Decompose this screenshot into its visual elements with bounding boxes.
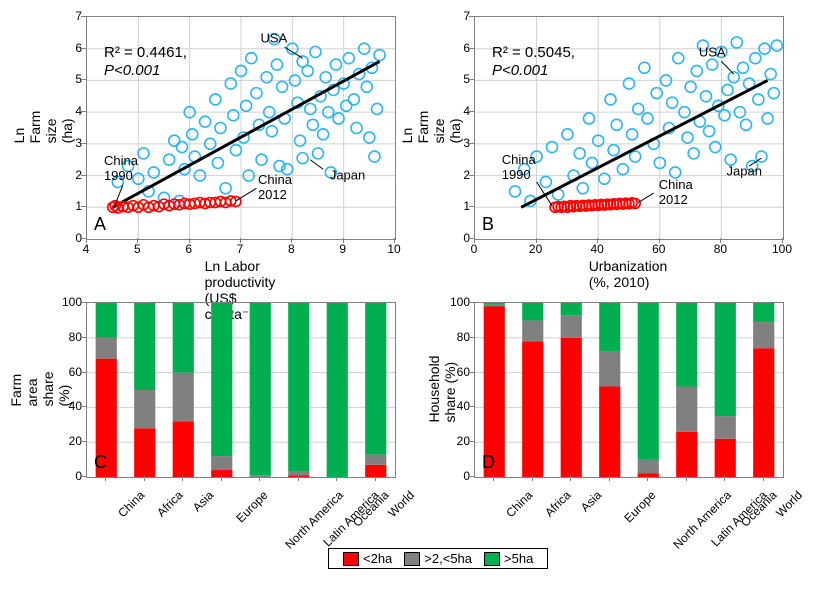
ytick-label: 1 — [64, 199, 82, 213]
label-china-1990: China1990 — [104, 153, 138, 183]
legend: <2ha >2,<5ha >5ha — [328, 548, 548, 569]
category-label: Europe — [233, 488, 270, 525]
category-label: World — [385, 488, 417, 520]
ytick-label: 40 — [54, 399, 82, 413]
xtick-label: 7 — [225, 242, 255, 256]
ytick-label: 6 — [452, 41, 470, 55]
xtick-label: 9 — [328, 242, 358, 256]
xtick-label: 80 — [705, 242, 735, 256]
label-china-2012: China2012 — [659, 177, 693, 207]
panel-d-svg — [475, 303, 783, 477]
ytick-label: 7 — [64, 9, 82, 23]
legend-item: >5ha — [484, 551, 533, 566]
ytick-label: 5 — [452, 72, 470, 86]
label-usa: USA — [261, 31, 288, 46]
legend-label: >2,<5ha — [424, 551, 472, 566]
ytick-label: 5 — [64, 72, 82, 86]
category-label: Europe — [621, 488, 658, 525]
panel-a-letter: A — [94, 214, 106, 235]
legend-item: <2ha — [343, 551, 392, 566]
ytick-label: 20 — [442, 434, 470, 448]
ytick-label: 60 — [54, 365, 82, 379]
panel-d-plot-area — [474, 302, 784, 478]
ytick-label: 60 — [442, 365, 470, 379]
ytick-label: 1 — [452, 199, 470, 213]
xtick-label: 100 — [767, 242, 797, 256]
pvalue-text: P<0.001 — [492, 62, 548, 79]
label-china-2012: China2012 — [258, 172, 292, 202]
legend-label: <2ha — [363, 551, 392, 566]
ytick-label: 2 — [64, 168, 82, 182]
xtick-label: 60 — [644, 242, 674, 256]
ytick-label: 100 — [442, 295, 470, 309]
xtick-label: 0 — [459, 242, 489, 256]
panel-c-plot-area — [86, 302, 396, 478]
category-label: Asia — [190, 488, 216, 514]
category-label: Asia — [578, 488, 604, 514]
ytick-label: 2 — [452, 168, 470, 182]
legend-swatch — [404, 552, 420, 566]
panel-b-xlabel: Urbanization (%, 2010) — [589, 258, 668, 290]
ytick-label: 7 — [452, 9, 470, 23]
category-label: China — [503, 488, 535, 520]
panel-c-svg — [87, 303, 395, 477]
ytick-label: 4 — [452, 104, 470, 118]
ytick-label: 0 — [442, 469, 470, 483]
xtick-label: 40 — [582, 242, 612, 256]
ytick-label: 80 — [442, 330, 470, 344]
legend-label: >5ha — [504, 551, 533, 566]
ytick-label: 0 — [54, 469, 82, 483]
r2-text: R² = 0.4461, — [104, 44, 187, 61]
pvalue-text: P<0.001 — [104, 62, 160, 79]
legend-swatch — [343, 552, 359, 566]
ytick-label: 40 — [442, 399, 470, 413]
legend-item: >2,<5ha — [404, 551, 472, 566]
panel-d-letter: D — [482, 452, 495, 473]
label-japan: Japan — [330, 167, 365, 182]
label-usa: USA — [699, 45, 726, 60]
panel-b-letter: B — [482, 214, 494, 235]
ytick-label: 20 — [54, 434, 82, 448]
ytick-label: 6 — [64, 41, 82, 55]
xtick-label: 5 — [122, 242, 152, 256]
panel-c-letter: C — [94, 452, 107, 473]
label-china-1990: China1990 — [502, 152, 536, 182]
xtick-label: 10 — [379, 242, 409, 256]
ytick-label: 4 — [64, 104, 82, 118]
ytick-label: 3 — [64, 136, 82, 150]
xtick-label: 4 — [71, 242, 101, 256]
ytick-label: 3 — [452, 136, 470, 150]
ytick-label: 100 — [54, 295, 82, 309]
xtick-label: 20 — [521, 242, 551, 256]
category-label: World — [773, 488, 805, 520]
category-label: Africa — [154, 488, 186, 520]
xtick-label: 6 — [174, 242, 204, 256]
xtick-label: 8 — [276, 242, 306, 256]
category-label: China — [115, 488, 147, 520]
legend-swatch — [484, 552, 500, 566]
label-japan: Japan — [727, 164, 762, 179]
r2-text: R² = 0.5045, — [492, 44, 575, 61]
ytick-label: 80 — [54, 330, 82, 344]
category-label: Africa — [542, 488, 574, 520]
figure-root: Ln Farm size (ha) Ln Labor productivity … — [0, 0, 835, 596]
